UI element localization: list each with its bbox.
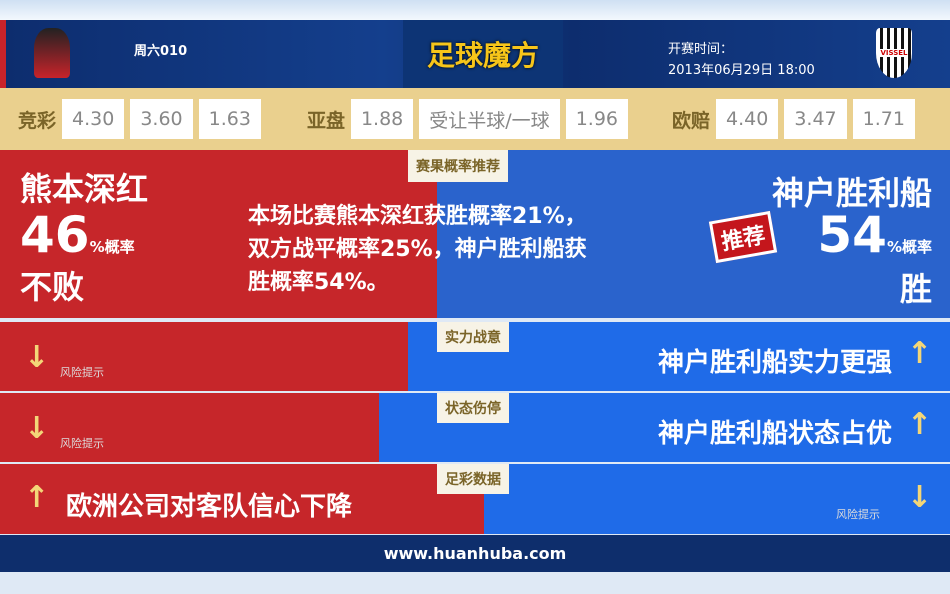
jingcai-label: 竞彩 [18,109,57,132]
prediction-panel: 赛果概率推荐 熊本深红 46%概率 不败 本场比赛熊本深红获胜概率21%， 双方… [0,150,950,318]
jingcai-odd: 4.30 [62,99,125,139]
oupei-odd: 3.47 [784,99,847,139]
yapan-odd: 1.88 [350,99,414,139]
home-bar [0,464,484,534]
oupei-label: 欧赔 [672,109,711,132]
away-team-name: 神户胜利船 [771,174,932,212]
site-url[interactable]: www.huanhuba.com [383,544,567,563]
summary-line: 双方战平概率25%，神户胜利船获 [248,237,587,262]
away-pct: 54 [817,206,887,264]
top-band [0,0,950,20]
arrow-up-icon: ↑ [906,336,932,371]
row-tag: 实力战意 [437,322,509,352]
app-logo: 足球魔方 [403,20,563,88]
home-team-crest [34,28,70,78]
home-bar [0,393,379,462]
row-verdict: 神户胜利船实力更强 [657,348,892,378]
risk-hint: 风险提示 [836,508,880,521]
footer: www.huanhuba.com [0,535,950,572]
arrow-up-icon: ↑ [906,407,932,442]
home-pct: 46 [20,206,90,264]
row-verdict: 神户胜利船状态占优 [657,419,892,449]
match-header: 周六010 足球魔方 开赛时间： 2013年06月29日 18:00 VISSE… [0,20,950,88]
yapan-odd: 1.96 [565,99,628,139]
summary-line: 胜概率54%。 [248,270,389,295]
row-verdict: 欧洲公司对客队信心下降 [66,492,353,522]
analysis-row: 足彩数据 ↑ 欧洲公司对客队信心下降 风险提示 ↓ [0,464,950,534]
risk-hint: 风险提示 [60,437,104,450]
recommend-badge: 推荐 [708,210,778,264]
summary-line: 本场比赛熊本深红获胜概率21%， [248,204,587,229]
arrow-up-icon: ↑ [24,480,50,515]
yapan-handicap: 受让半球/一球 [419,99,560,139]
away-pct-suffix: %概率 [886,238,932,256]
home-probability-bar [0,150,437,318]
away-crest-text: VISSEL [880,49,908,57]
arrow-down-icon: ↓ [24,411,50,446]
jingcai-odd: 3.60 [130,99,193,139]
risk-hint: 风险提示 [60,366,104,379]
oupei-odd: 1.71 [852,99,915,139]
kickoff-label: 开赛时间： [668,42,734,57]
prediction-tag: 赛果概率推荐 [408,150,508,182]
yapan-label: 亚盘 [306,109,345,132]
away-team-crest: VISSEL [876,28,912,78]
row-tag: 状态伤停 [437,393,509,423]
match-id: 周六010 [134,44,188,59]
analysis-row: 实力战意 ↓ 风险提示 神户胜利船实力更强 ↑ [0,322,950,391]
oupei-odd: 4.40 [716,99,779,139]
arrow-down-icon: ↓ [24,340,50,375]
away-result: 胜 [899,270,932,308]
jingcai-odd: 1.63 [198,99,261,139]
home-bar [0,322,408,391]
kickoff-time: 2013年06月29日 18:00 [668,63,815,78]
home-team-name: 熊本深红 [20,170,149,208]
home-result: 不败 [20,268,85,306]
row-tag: 足彩数据 [437,464,509,494]
home-pct-suffix: %概率 [89,238,135,256]
analysis-row: 状态伤停 ↓ 风险提示 神户胜利船状态占优 ↑ [0,393,950,462]
arrow-down-icon: ↓ [906,480,932,515]
odds-bar: 竞彩 4.30 3.60 1.63 亚盘 1.88 受让半球/一球 1.96 欧… [0,88,950,150]
